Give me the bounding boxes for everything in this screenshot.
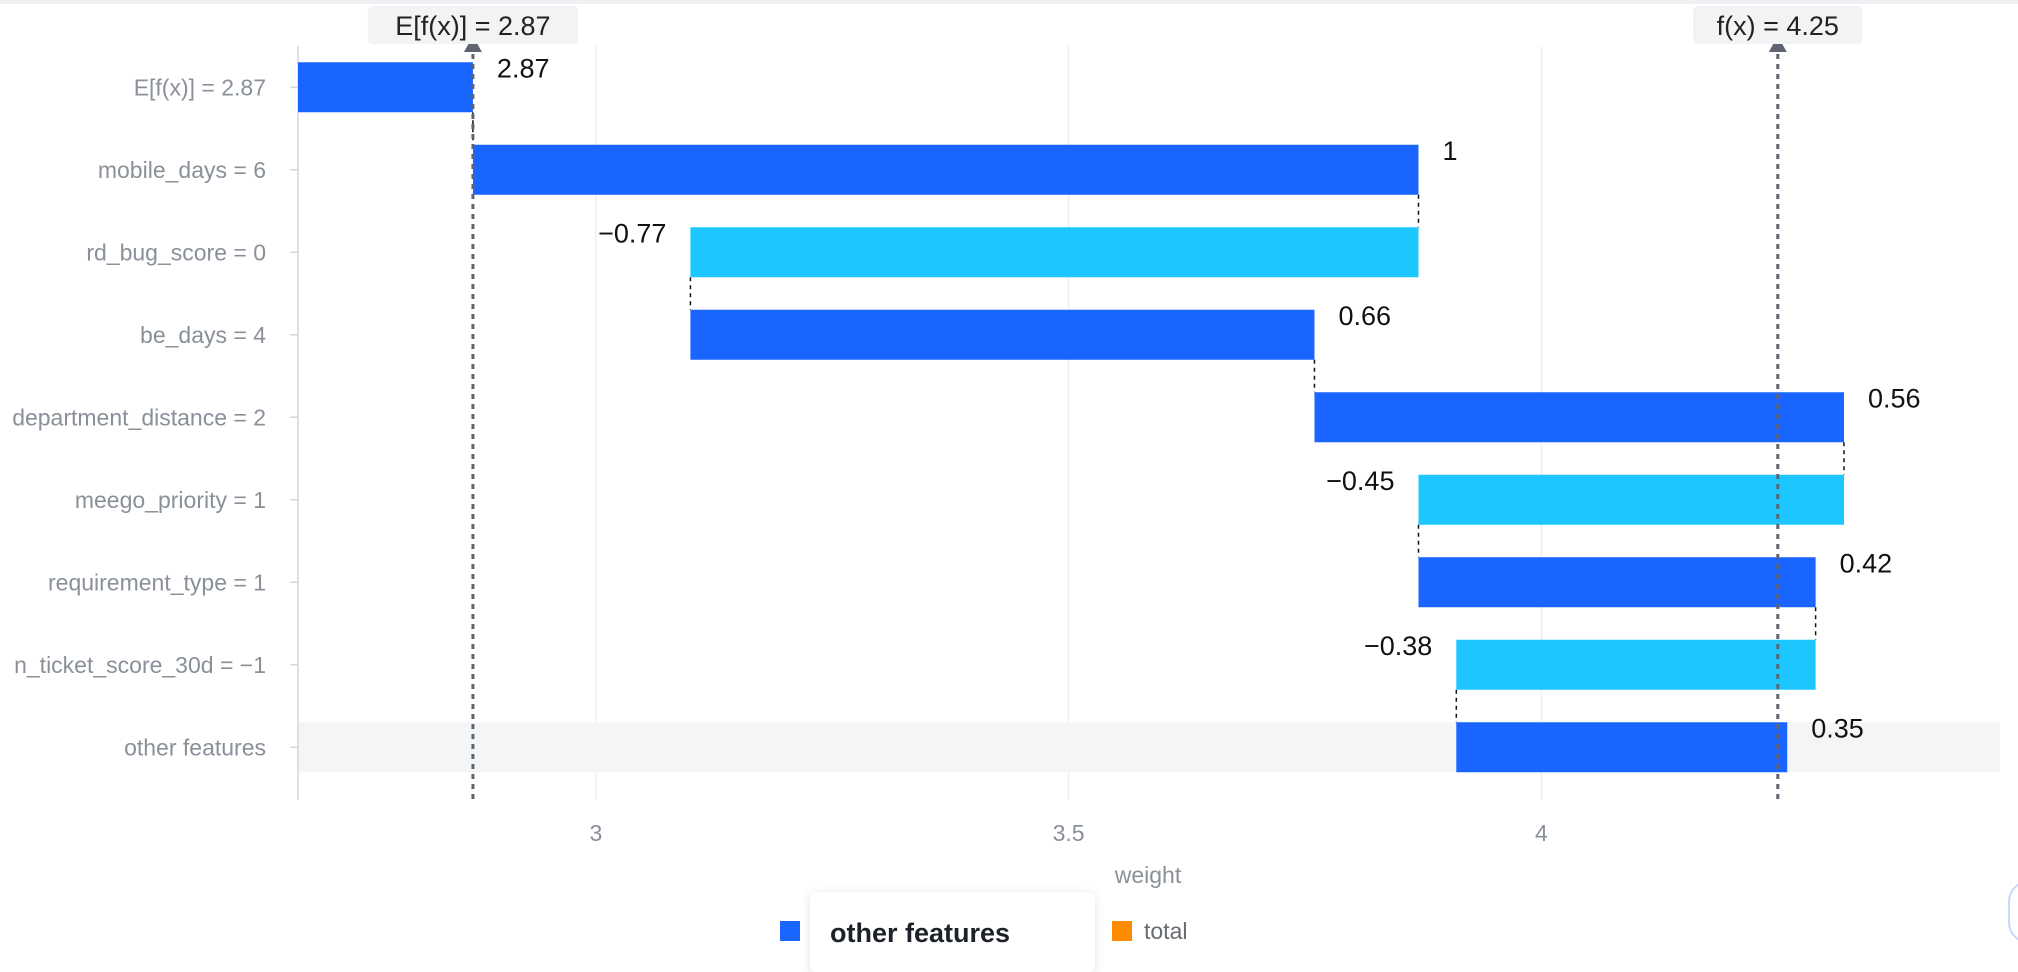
legend-swatch [1112, 921, 1132, 941]
y-category-label: meego_priority = 1 [75, 487, 266, 513]
legend-item-total[interactable]: total [1112, 918, 1187, 945]
value-labels: 2.87 1 −0.77 0.66 0.56 −0.45 0.42 −0.38 0.35 [497, 53, 1921, 743]
x-axis-title: weight [1114, 862, 1182, 888]
waterfall-bar[interactable] [1314, 392, 1844, 443]
waterfall-bar[interactable] [472, 144, 1419, 195]
legend: total [780, 900, 1187, 962]
y-category-label: n_ticket_score_30d = −1 [14, 652, 266, 678]
tooltip-title: other features [830, 918, 1011, 948]
waterfall-bar[interactable] [690, 309, 1315, 360]
bar-value-label: 0.42 [1840, 548, 1893, 578]
waterfall-bar[interactable] [298, 62, 473, 113]
bars [298, 62, 1844, 773]
y-category-label: requirement_type = 1 [48, 569, 266, 595]
bar-value-label: −0.45 [1326, 466, 1394, 496]
waterfall-bar[interactable] [1456, 722, 1788, 773]
y-category-label: other features [124, 734, 266, 760]
bar-value-label: −0.77 [598, 218, 666, 248]
tooltip: other features [810, 892, 1095, 972]
y-category-label: department_distance = 2 [12, 404, 266, 430]
bar-value-label: −0.38 [1364, 631, 1432, 661]
y-category-label: rd_bug_score = 0 [86, 239, 266, 265]
x-tick-label: 3 [589, 820, 602, 846]
bar-value-label: 0.66 [1338, 301, 1391, 331]
waterfall-bar[interactable] [690, 227, 1419, 278]
reference-lines: E[f(x)] = 2.87 f(x) = 4.25 [367, 6, 1863, 800]
connectors [472, 112, 1845, 723]
reference-label: f(x) = 4.25 [1717, 11, 1839, 41]
legend-swatch [780, 921, 800, 941]
axes: 3 3.5 4 E[f(x)] = 2.87 mobile_days = 6 rd_bug… [12, 46, 1548, 846]
top-border [0, 0, 2018, 4]
waterfall-bar[interactable] [1418, 557, 1816, 608]
y-category-label: E[f(x)] = 2.87 [134, 74, 266, 100]
reference-label: E[f(x)] = 2.87 [395, 11, 550, 41]
waterfall-bar[interactable] [1418, 474, 1844, 525]
legend-item-increase[interactable] [780, 921, 812, 941]
bar-value-label: 1 [1442, 136, 1457, 166]
legend-label: total [1144, 917, 1188, 944]
bar-value-label: 2.87 [497, 53, 550, 83]
waterfall-bar[interactable] [1456, 639, 1816, 690]
reference-label-bg [367, 6, 579, 44]
x-tick-label: 4 [1535, 820, 1548, 846]
reference-label-bg [1692, 6, 1863, 44]
bar-value-label: 0.56 [1868, 383, 1921, 413]
y-category-label: mobile_days = 6 [98, 157, 266, 183]
y-category-label: be_days = 4 [140, 322, 266, 348]
bar-value-label: 0.35 [1811, 713, 1864, 743]
x-tick-label: 3.5 [1053, 820, 1085, 846]
